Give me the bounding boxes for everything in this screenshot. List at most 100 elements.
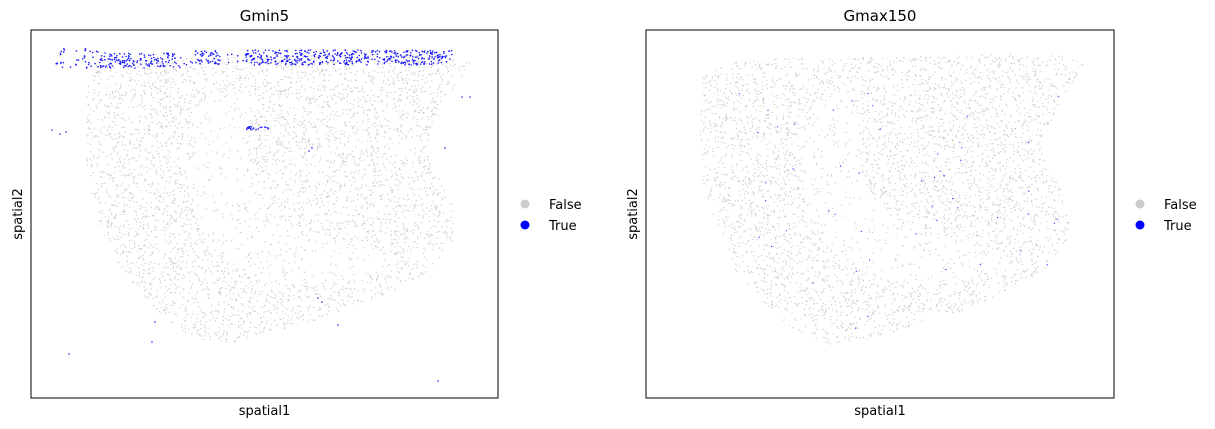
point-false (114, 146, 117, 149)
point-true (333, 63, 335, 66)
point-false (276, 183, 279, 186)
point-false (338, 292, 340, 294)
point-false (111, 120, 113, 122)
point-false (268, 206, 270, 208)
point-false (433, 225, 435, 227)
point-false (89, 128, 91, 130)
point-false (402, 132, 404, 134)
point-false (389, 235, 392, 237)
point-true (348, 56, 351, 59)
point-false (114, 200, 116, 202)
point-false (450, 64, 452, 67)
point-false (297, 313, 299, 315)
point-false (137, 174, 140, 176)
point-false (353, 163, 355, 165)
point-false (359, 99, 361, 101)
point-false (262, 107, 264, 109)
point-false (190, 242, 192, 244)
point-false (112, 179, 114, 181)
point-false (400, 173, 402, 176)
point-false (128, 234, 130, 237)
point-false (372, 82, 374, 85)
point-true (195, 61, 197, 64)
point-false (238, 324, 240, 327)
point-false (330, 298, 333, 300)
point-false (364, 197, 366, 199)
point-true (317, 297, 319, 299)
point-false (117, 238, 120, 240)
point-false (221, 256, 224, 258)
point-false (132, 156, 134, 159)
point-false (164, 307, 167, 309)
point-false (346, 207, 348, 209)
point-true (286, 60, 289, 62)
point-false (387, 78, 389, 80)
point-false (339, 68, 341, 71)
point-false (303, 180, 305, 182)
point-false (441, 197, 443, 199)
point-false (166, 192, 168, 194)
point-false (363, 91, 365, 93)
point-false (413, 116, 415, 119)
point-false (299, 305, 301, 307)
point-true (150, 57, 153, 60)
point-false (344, 73, 346, 75)
point-false (430, 205, 433, 207)
point-false (416, 178, 419, 181)
point-false (169, 176, 171, 178)
point-true (151, 341, 153, 343)
point-false (309, 229, 311, 232)
point-false (88, 127, 91, 129)
point-false (122, 165, 124, 167)
point-false (422, 252, 424, 255)
point-false (339, 142, 342, 144)
point-false (326, 313, 329, 316)
point-false (433, 59, 435, 62)
point-true (326, 57, 329, 60)
point-false (377, 291, 379, 293)
point-false (414, 85, 417, 87)
point-false (290, 159, 292, 161)
point-false (317, 69, 319, 72)
point-false (371, 236, 373, 238)
point-true (351, 56, 354, 58)
point-false (279, 90, 281, 92)
point-false (867, 88, 870, 90)
point-false (230, 288, 232, 291)
point-true (286, 50, 288, 53)
point-false (97, 72, 100, 74)
point-false (255, 333, 258, 335)
point-false (376, 238, 378, 240)
point-true (255, 128, 257, 131)
point-false (883, 137, 885, 139)
point-false (322, 225, 324, 228)
point-false (398, 142, 400, 144)
point-false (307, 307, 309, 309)
point-false (146, 170, 148, 173)
point-false (323, 190, 326, 193)
point-false (119, 231, 121, 233)
point-false (343, 135, 346, 137)
point-false (121, 126, 123, 129)
point-false (387, 193, 389, 196)
point-false (277, 114, 279, 116)
point-false (304, 138, 306, 140)
point-false (169, 77, 171, 80)
point-false (119, 213, 121, 216)
point-false (169, 151, 172, 153)
point-false (339, 227, 341, 229)
point-false (297, 74, 299, 77)
point-false (389, 264, 391, 266)
point-false (226, 263, 228, 265)
point-false (215, 332, 217, 334)
point-true (211, 60, 214, 63)
point-false (301, 84, 303, 87)
point-false (275, 280, 277, 282)
point-false (357, 187, 360, 189)
point-false (180, 212, 182, 214)
point-false (123, 191, 125, 193)
point-false (362, 122, 364, 124)
point-false (372, 204, 375, 206)
point-false (211, 175, 213, 177)
point-false (182, 108, 184, 110)
